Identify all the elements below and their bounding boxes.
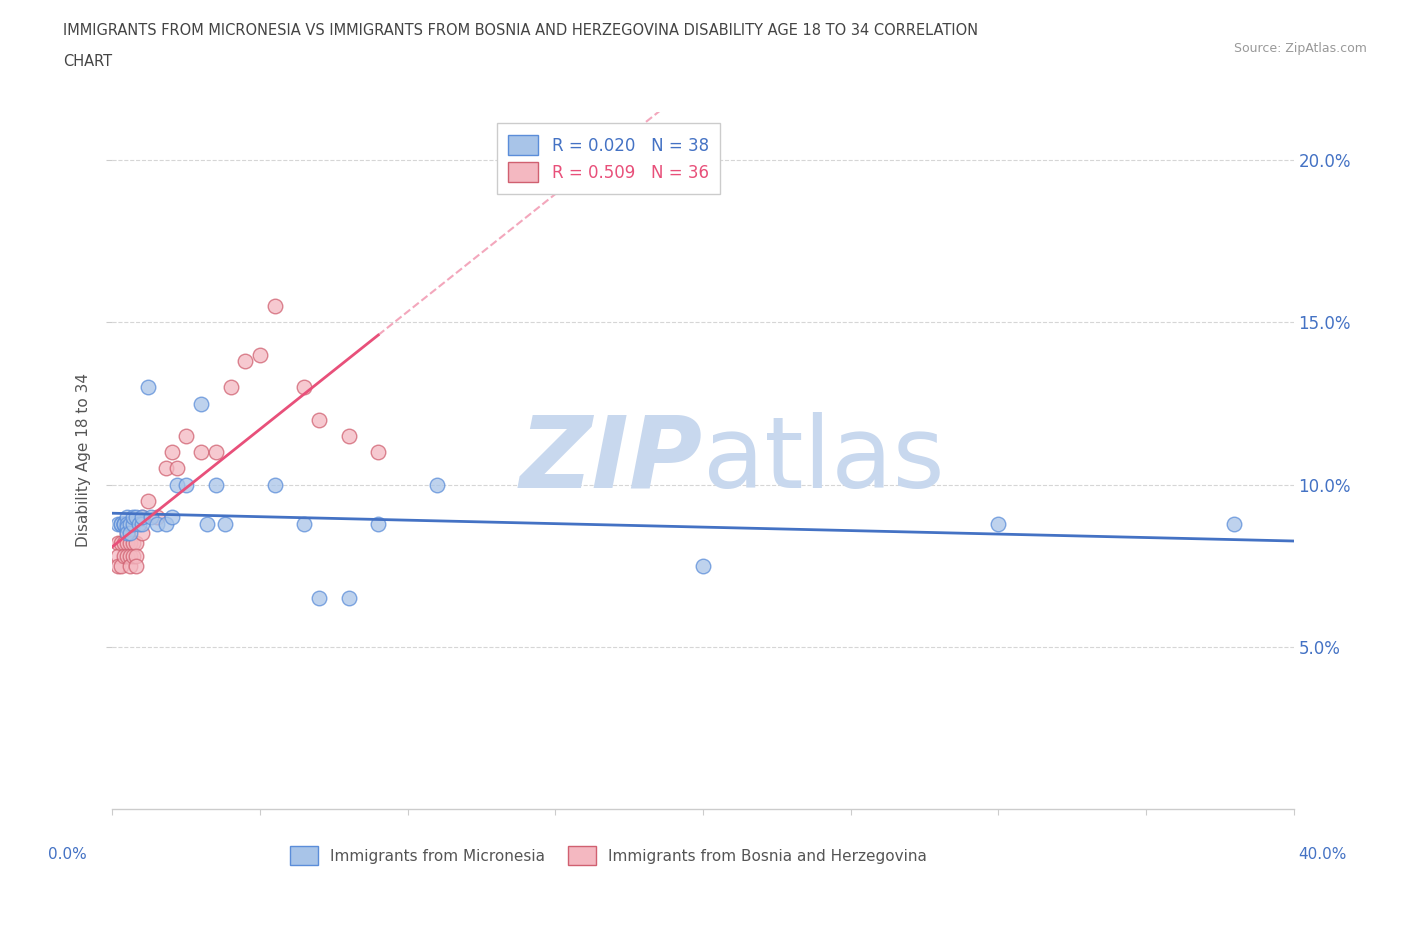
Point <box>112 549 135 564</box>
Text: CHART: CHART <box>63 54 112 69</box>
Point <box>367 445 389 459</box>
Point <box>131 525 153 540</box>
Point <box>205 477 228 492</box>
Point <box>155 516 177 531</box>
Text: IMMIGRANTS FROM MICRONESIA VS IMMIGRANTS FROM BOSNIA AND HERZEGOVINA DISABILITY : IMMIGRANTS FROM MICRONESIA VS IMMIGRANTS… <box>63 23 979 38</box>
Text: 0.0%: 0.0% <box>48 847 86 862</box>
Point <box>110 536 132 551</box>
Point <box>146 510 169 525</box>
Point <box>205 445 228 459</box>
Text: atlas: atlas <box>703 412 945 509</box>
Point <box>292 380 315 395</box>
Point <box>117 525 138 540</box>
Point <box>337 591 360 605</box>
Point <box>174 429 197 444</box>
Point <box>190 445 212 459</box>
Point <box>120 549 142 564</box>
Point <box>125 510 148 525</box>
Point <box>107 549 129 564</box>
Point <box>136 494 159 509</box>
Point <box>249 348 271 363</box>
Point <box>128 516 150 531</box>
Point <box>110 558 132 573</box>
Point <box>987 516 1010 531</box>
Point <box>160 445 183 459</box>
Point <box>107 558 129 573</box>
Point <box>110 516 132 531</box>
Point <box>120 516 142 531</box>
Point <box>131 510 153 525</box>
Point <box>160 510 183 525</box>
Y-axis label: Disability Age 18 to 34: Disability Age 18 to 34 <box>76 373 91 548</box>
Point <box>112 516 135 531</box>
Point <box>337 429 360 444</box>
Point <box>122 510 145 525</box>
Point <box>367 516 389 531</box>
Point <box>120 536 142 551</box>
Point <box>264 477 287 492</box>
Point <box>122 549 145 564</box>
Point <box>117 549 138 564</box>
Point <box>131 510 153 525</box>
Point <box>125 536 148 551</box>
Legend: Immigrants from Micronesia, Immigrants from Bosnia and Herzegovina: Immigrants from Micronesia, Immigrants f… <box>284 841 932 871</box>
Point <box>107 536 129 551</box>
Point <box>1223 516 1246 531</box>
Point <box>174 477 197 492</box>
Point <box>117 510 138 525</box>
Point <box>122 536 145 551</box>
Point <box>139 510 162 525</box>
Point <box>308 412 330 427</box>
Point <box>146 516 169 531</box>
Point <box>155 461 177 476</box>
Point <box>117 525 138 540</box>
Point <box>219 380 242 395</box>
Point <box>308 591 330 605</box>
Point <box>117 536 138 551</box>
Point <box>166 477 188 492</box>
Point <box>120 558 142 573</box>
Point <box>112 516 135 531</box>
Point <box>112 516 135 531</box>
Point <box>233 354 256 369</box>
Point <box>120 525 142 540</box>
Point <box>117 520 138 535</box>
Point <box>110 516 132 531</box>
Point <box>166 461 188 476</box>
Point <box>136 380 159 395</box>
Text: Source: ZipAtlas.com: Source: ZipAtlas.com <box>1233 42 1367 55</box>
Point <box>214 516 236 531</box>
Point <box>122 516 145 531</box>
Point <box>195 516 218 531</box>
Point <box>112 536 135 551</box>
Point <box>264 299 287 313</box>
Point <box>125 558 148 573</box>
Point <box>131 516 153 531</box>
Point <box>426 477 449 492</box>
Point <box>190 396 212 411</box>
Point <box>125 549 148 564</box>
Point <box>107 516 129 531</box>
Text: 40.0%: 40.0% <box>1298 847 1347 862</box>
Point <box>292 516 315 531</box>
Point <box>117 516 138 531</box>
Point <box>692 558 714 573</box>
Text: ZIP: ZIP <box>520 412 703 509</box>
